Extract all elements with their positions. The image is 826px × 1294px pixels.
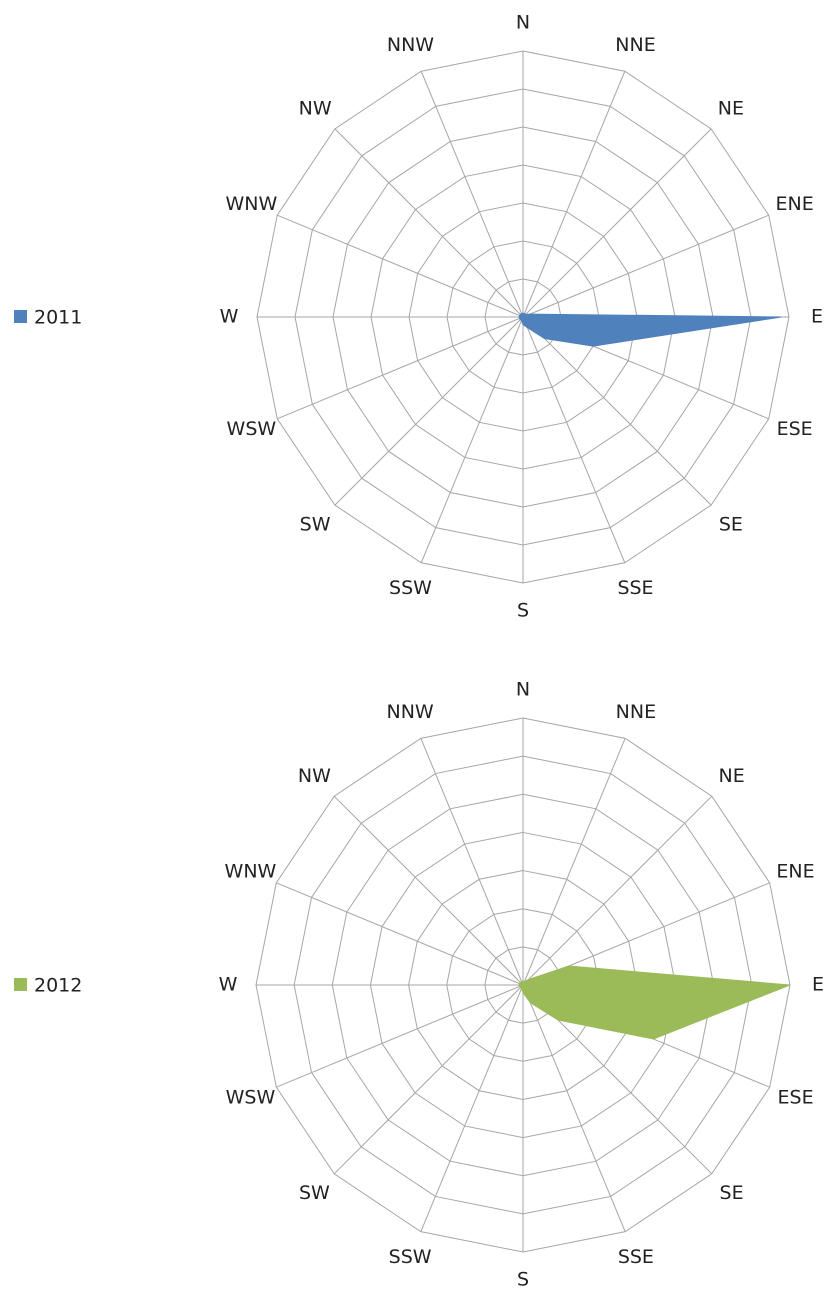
series-area bbox=[518, 312, 782, 347]
category-label: W bbox=[219, 974, 238, 996]
category-label: ENE bbox=[776, 861, 814, 883]
category-label: SW bbox=[299, 1182, 330, 1204]
legend-label: 2011 bbox=[34, 307, 82, 329]
category-label: SSW bbox=[389, 1246, 432, 1268]
category-label: NNW bbox=[386, 701, 433, 723]
spoke bbox=[334, 128, 524, 318]
category-label: ESE bbox=[777, 418, 813, 440]
legend-swatch bbox=[14, 310, 27, 323]
category-label: NNE bbox=[615, 34, 655, 56]
category-label: SSE bbox=[617, 577, 653, 599]
spoke bbox=[522, 738, 626, 986]
spoke bbox=[420, 71, 524, 318]
category-label: NNE bbox=[616, 701, 656, 723]
category-label: NW bbox=[298, 765, 331, 787]
category-label: WNW bbox=[225, 193, 277, 215]
category-label: W bbox=[220, 306, 239, 328]
category-label: NE bbox=[718, 765, 744, 787]
spoke bbox=[333, 984, 524, 1175]
spoke bbox=[276, 984, 524, 1088]
category-label: E bbox=[811, 306, 823, 328]
category-label: NE bbox=[718, 98, 744, 120]
spoke bbox=[522, 795, 713, 986]
spoke bbox=[522, 128, 712, 318]
category-label: SSE bbox=[618, 1246, 654, 1268]
category-label: SW bbox=[300, 513, 331, 535]
category-label: S bbox=[517, 600, 529, 622]
spoke bbox=[276, 882, 524, 986]
category-label: WSW bbox=[227, 418, 277, 440]
spoke bbox=[420, 738, 524, 986]
spoke bbox=[522, 316, 626, 563]
spoke bbox=[522, 316, 712, 506]
spoke bbox=[277, 316, 524, 420]
category-label: N bbox=[516, 679, 530, 701]
category-label: ENE bbox=[776, 193, 814, 215]
category-label: N bbox=[516, 12, 530, 34]
spoke bbox=[333, 795, 524, 986]
spoke bbox=[522, 71, 626, 318]
legend-swatch bbox=[14, 978, 27, 991]
spoke bbox=[277, 214, 524, 318]
category-label: WNW bbox=[225, 861, 277, 883]
category-label: SSW bbox=[389, 577, 432, 599]
spoke bbox=[334, 316, 524, 506]
category-label: SE bbox=[719, 513, 743, 535]
category-label: E bbox=[812, 974, 824, 996]
spoke bbox=[522, 214, 769, 318]
category-label: ESE bbox=[778, 1086, 814, 1108]
spoke bbox=[420, 316, 524, 563]
spoke bbox=[522, 984, 626, 1232]
category-label: SE bbox=[720, 1182, 744, 1204]
legend-label: 2012 bbox=[34, 975, 82, 997]
category-label: S bbox=[517, 1269, 529, 1291]
category-label: NNW bbox=[387, 34, 434, 56]
category-label: NW bbox=[299, 98, 332, 120]
series-area bbox=[518, 965, 791, 1040]
category-label: WSW bbox=[226, 1086, 276, 1108]
spoke bbox=[420, 984, 524, 1232]
